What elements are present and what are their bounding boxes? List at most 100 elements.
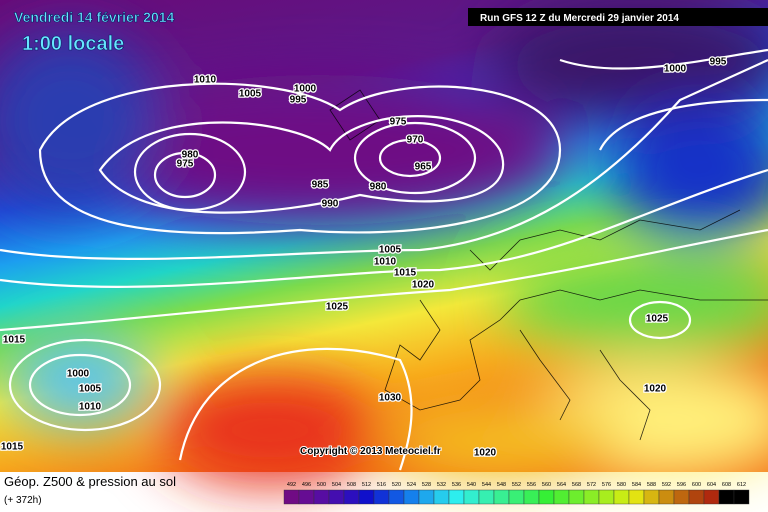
legend-label: 560 <box>542 482 551 488</box>
legend-swatch <box>298 489 315 505</box>
legend-swatch <box>523 489 540 505</box>
legend-label: 528 <box>422 482 431 488</box>
legend-label: 544 <box>482 482 491 488</box>
run-info: Run GFS 12 Z du Mercredi 29 janvier 2014 <box>480 13 679 24</box>
legend-label: 520 <box>392 482 401 488</box>
legend-swatch <box>628 489 645 505</box>
legend-label: 612 <box>737 482 746 488</box>
legend-swatch <box>568 489 585 505</box>
legend-swatch <box>643 489 660 505</box>
legend-swatch <box>283 489 300 505</box>
isobar-label: 980 <box>182 150 199 161</box>
legend-swatch <box>313 489 330 505</box>
isobar-label: 1015 <box>3 335 26 346</box>
isobar-label: 1000 <box>67 369 90 380</box>
legend-label: 592 <box>662 482 671 488</box>
forecast-date: Vendredi 14 février 2014 <box>14 9 175 25</box>
legend-label: 508 <box>347 482 356 488</box>
legend-swatch <box>553 489 570 505</box>
legend-label: 600 <box>692 482 701 488</box>
legend-label: 532 <box>437 482 446 488</box>
legend-label: 580 <box>617 482 626 488</box>
legend-label: 584 <box>632 482 641 488</box>
legend-swatch <box>673 489 690 505</box>
isobar-label: 1000 <box>294 84 317 95</box>
isobar-label: 1020 <box>474 448 497 459</box>
legend-swatch <box>718 489 735 505</box>
legend-label: 608 <box>722 482 731 488</box>
isobar-label: 1010 <box>79 402 102 413</box>
isobars <box>0 48 768 471</box>
legend-swatch <box>733 489 750 505</box>
legend-label: 596 <box>677 482 686 488</box>
coastlines <box>329 89 768 441</box>
legend-label: 512 <box>362 482 371 488</box>
footer-subtitle: (+ 372h) <box>4 495 42 506</box>
legend-label: 604 <box>707 482 716 488</box>
isobar-label: 970 <box>407 135 424 146</box>
legend-swatch <box>613 489 630 505</box>
legend-swatch <box>493 489 510 505</box>
isobar-label: 1020 <box>644 384 667 395</box>
legend-label: 556 <box>527 482 536 488</box>
legend-label: 496 <box>302 482 311 488</box>
legend-swatch <box>433 489 450 505</box>
isobar-label: 995 <box>710 57 727 68</box>
legend-swatch <box>583 489 600 505</box>
isobar-label: 1025 <box>326 302 349 313</box>
isobar-label: 1030 <box>379 393 402 404</box>
isobar-label: 975 <box>177 159 194 170</box>
legend-swatch <box>403 489 420 505</box>
copyright: Copyright © 2013 Meteociel.fr <box>300 446 441 457</box>
legend-swatch <box>688 489 705 505</box>
isobar-label: 980 <box>370 182 387 193</box>
legend-label: 524 <box>407 482 416 488</box>
forecast-time: 1:00 locale <box>22 33 124 55</box>
legend-label: 576 <box>602 482 611 488</box>
legend-swatch <box>478 489 495 505</box>
legend-label: 552 <box>512 482 521 488</box>
legend-swatch <box>463 489 480 505</box>
legend-swatch <box>538 489 555 505</box>
legend-swatch <box>508 489 525 505</box>
legend-swatch <box>343 489 360 505</box>
legend-swatch <box>448 489 465 505</box>
isobar-label: 1000 <box>664 64 687 75</box>
isobar-label: 1010 <box>194 75 217 86</box>
legend-swatch <box>703 489 720 505</box>
legend-label: 548 <box>497 482 506 488</box>
isobar-label: 965 <box>415 162 432 173</box>
legend-label: 492 <box>287 482 296 488</box>
legend-swatch <box>418 489 435 505</box>
run-banner <box>468 8 768 26</box>
isobar-label: 985 <box>312 180 329 191</box>
legend-label: 540 <box>467 482 476 488</box>
legend-label: 536 <box>452 482 461 488</box>
isobar-label: 975 <box>390 117 407 128</box>
legend-label: 504 <box>332 482 341 488</box>
legend-label: 568 <box>572 482 581 488</box>
legend-label: 588 <box>647 482 656 488</box>
isobar-label: 1005 <box>239 89 262 100</box>
legend-label: 516 <box>377 482 386 488</box>
color-legend: 492 496 500 504 508 512 516 520 524 528 532 536 540 5… <box>283 482 750 505</box>
isobar-label: 1025 <box>646 314 669 325</box>
legend-swatch <box>328 489 345 505</box>
legend-label: 500 <box>317 482 326 488</box>
isobar-label: 1020 <box>412 280 435 291</box>
footer-title: Géop. Z500 & pression au sol <box>4 474 176 489</box>
isobar-label: 995 <box>290 95 307 106</box>
legend-swatch <box>373 489 390 505</box>
isobar-label: 1015 <box>394 268 417 279</box>
legend-swatch <box>358 489 375 505</box>
legend-swatch <box>388 489 405 505</box>
isobar-label: 1005 <box>379 245 402 256</box>
legend-swatch <box>598 489 615 505</box>
isobar-label: 1005 <box>79 384 102 395</box>
legend-label: 564 <box>557 482 566 488</box>
isobar-label: 1010 <box>374 257 397 268</box>
isobar-label: 1015 <box>1 442 24 453</box>
